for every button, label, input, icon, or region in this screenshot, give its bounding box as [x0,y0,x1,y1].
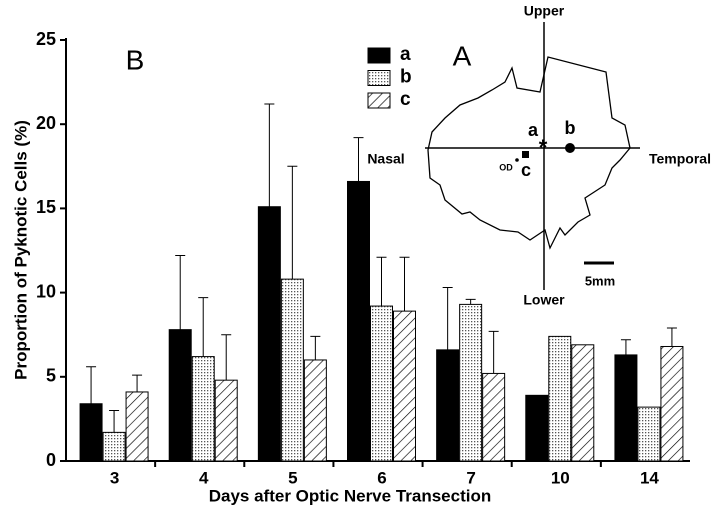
panel-label: B [126,44,145,75]
bar [79,403,103,462]
error-bar [310,335,321,360]
legend-swatch [367,47,391,64]
x-tick-label: 7 [466,468,475,487]
label-lower: Lower [523,292,565,308]
bar [614,354,638,462]
bar [214,379,238,462]
legend-swatch [367,70,391,86]
retina-outline [427,56,631,250]
marker-square [522,151,529,158]
error-bar [376,256,387,307]
point-label: a [528,120,539,140]
error-bar [666,327,677,347]
point-label: b [565,118,576,138]
point-label: c [521,160,531,180]
y-tick-label: 0 [46,450,56,470]
x-tick-label: 4 [199,468,209,487]
bar [168,329,192,462]
inset: * A Upper Lower Nasal Temporal OD 5mm a … [367,3,711,308]
y-tick-label: 5 [46,366,56,386]
inset-panel-label: A [453,40,472,71]
y-tick-label: 25 [36,29,56,49]
y-axis-title: Proportion of Pyknotic Cells (%) [11,120,30,380]
error-bar [109,409,120,433]
bar [436,349,460,462]
error-bar [488,330,499,374]
label-od: OD [499,162,513,172]
legend-swatch [367,92,391,109]
bar [191,356,215,462]
error-bar [264,103,275,207]
label-scale: 5mm [585,273,615,288]
bar [393,310,416,462]
error-bar [287,165,298,280]
bar [370,305,393,462]
error-bar [198,297,209,357]
od-dot [515,158,519,162]
label-temporal: Temporal [649,151,711,167]
error-bar [175,255,186,330]
bar [347,180,370,462]
error-bar [221,334,232,381]
bar [637,406,661,462]
x-tick-label: 10 [551,468,570,487]
error-bar [620,339,631,355]
x-tick-label: 6 [377,468,386,487]
error-bar [132,374,143,392]
x-tick-label: 5 [288,468,297,487]
y-tick-label: 15 [36,197,56,217]
bar [303,359,327,462]
error-bar [399,256,410,312]
bar [459,303,483,462]
bar [525,394,549,462]
bar [125,391,149,462]
bar [660,345,684,462]
legend-label: b [400,67,412,88]
error-bar [353,137,364,182]
bar [280,278,304,462]
error-bar [86,366,97,404]
label-upper: Upper [524,3,565,19]
bar [548,335,572,462]
y-tick-label: 20 [36,113,56,133]
marker-circle [565,143,575,153]
x-tick-label: 14 [640,468,659,487]
bar [482,372,506,462]
asterisk: * [539,135,548,160]
legend-label: a [400,44,411,65]
x-tick-label: 3 [110,468,119,487]
bar [102,431,126,462]
bar [571,344,595,462]
legend-label: c [400,89,411,110]
error-bar [465,298,476,305]
label-nasal: Nasal [367,151,404,167]
bar [257,206,281,462]
error-bar [442,287,453,350]
x-axis-title: Days after Optic Nerve Transection [209,486,492,505]
y-tick-label: 10 [36,281,56,301]
